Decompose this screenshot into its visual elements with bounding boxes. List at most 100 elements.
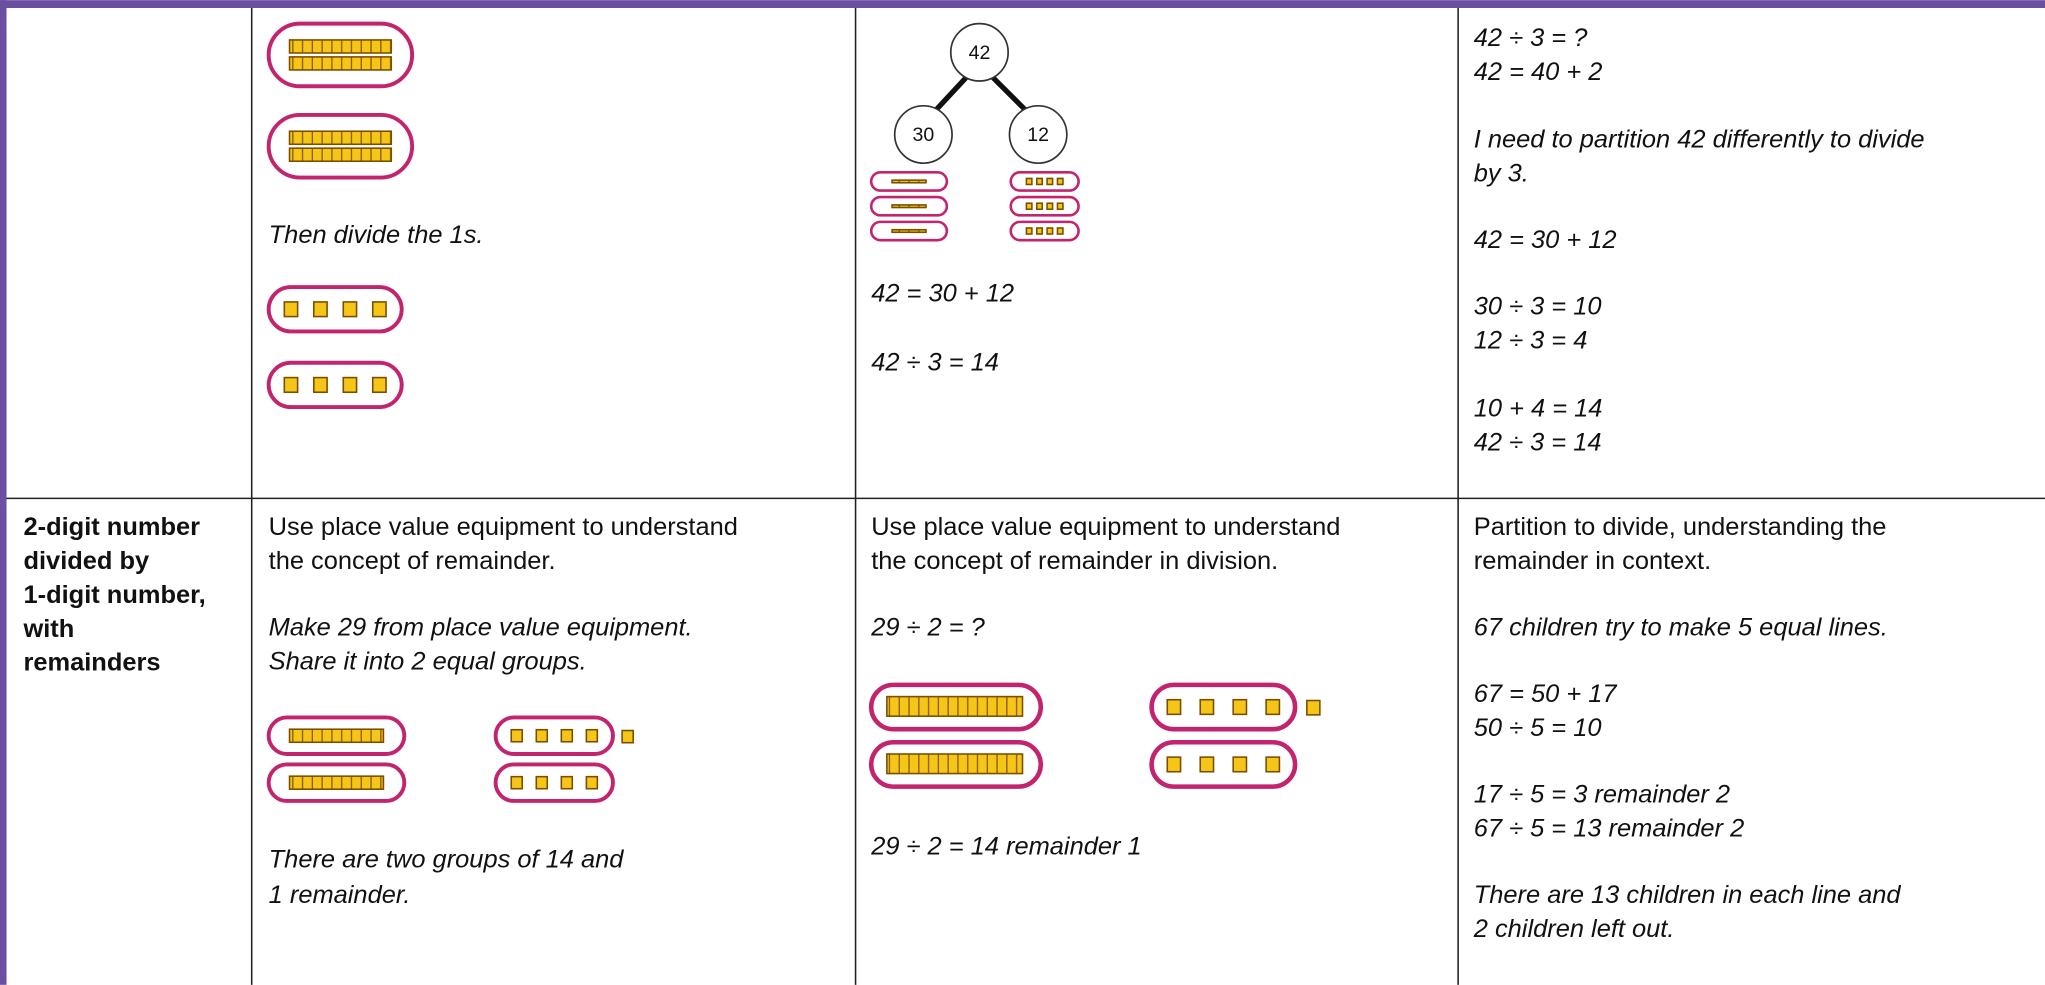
cell-text: I need to partition 42 differently to di… [1474, 126, 1925, 154]
cell-text: Use place value equipment to understand [269, 513, 738, 541]
cell-text: 42 ÷ 3 = ? [1474, 24, 1588, 52]
ones-cube [1025, 177, 1033, 186]
tree-nodes [893, 22, 1068, 165]
group-ring [1009, 171, 1080, 192]
ones-cube [1232, 756, 1248, 773]
group-ring [493, 762, 615, 803]
group-ring [1009, 195, 1080, 217]
ones-cube [585, 728, 599, 743]
cell-text: the concept of remainder. [269, 547, 556, 575]
cell-text: 42 ÷ 3 = 14 [871, 349, 999, 377]
group-ring [266, 360, 404, 410]
cell-text: 2 children left out. [1473, 915, 1675, 943]
group-ring [1009, 220, 1080, 242]
ones-cube [510, 775, 523, 790]
cell-text: There are two groups of 14 and [269, 846, 625, 874]
cell-text: 1 remainder. [269, 881, 411, 909]
cell-text: 10 + 4 = 14 [1474, 394, 1603, 422]
tree-node [1008, 104, 1068, 165]
ones-cube [1025, 227, 1033, 235]
ones-cube [371, 376, 387, 394]
tens-rod [891, 228, 927, 234]
ones-cube [560, 775, 574, 790]
group-ring [266, 285, 404, 334]
cell-text: 17 ÷ 5 = 3 remainder 2 [1474, 780, 1730, 808]
tree-edge [931, 74, 970, 115]
tens-rod [288, 39, 393, 54]
ones-cube [560, 728, 574, 743]
tens-rod [886, 753, 1024, 775]
ones-cube [1166, 698, 1182, 716]
tree-node [893, 104, 953, 165]
ones-cube [1056, 177, 1064, 186]
row-heading: divided by [23, 547, 149, 575]
tree-label: 30 [913, 124, 935, 146]
ones-cube [1025, 202, 1033, 211]
tens-rod [288, 147, 393, 163]
top-border [0, 0, 2045, 8]
tree-lines [931, 73, 1030, 115]
ones-cube [313, 376, 328, 394]
tree-label: 12 [1027, 124, 1049, 146]
row-heading: 1-digit number, [23, 581, 205, 609]
ones-cube [1046, 177, 1054, 186]
ones-cube [313, 301, 328, 318]
tens-rod [288, 775, 385, 790]
group-ring [493, 715, 615, 756]
cell-text: by 3. [1474, 160, 1529, 188]
cell-text: Then divide the 1s. [269, 221, 484, 249]
cell-text: Use place value equipment to understand [871, 513, 1340, 541]
group-ring [1149, 682, 1298, 732]
ones-cube [1035, 227, 1044, 235]
cell-text: Make 29 from place value equipment. [269, 614, 693, 642]
tens-rod [288, 56, 393, 71]
ones-cube [283, 376, 299, 394]
cell-text: There are 13 children in each line and [1474, 881, 1902, 909]
tens-rod [886, 695, 1024, 717]
ones-cube [535, 775, 549, 790]
grid [6, 7, 2045, 985]
cell-text: 29 ÷ 2 = 14 remainder 1 [870, 833, 1141, 861]
cell-text: 67 children try to make 5 equal lines. [1474, 614, 1888, 642]
left-border [0, 0, 7, 985]
cell-text: 42 ÷ 3 = 14 [1474, 428, 1602, 456]
tree-node [949, 22, 1010, 82]
cell-text: 50 ÷ 5 = 10 [1474, 714, 1602, 742]
ones-cube [1265, 698, 1281, 716]
ones-cube [342, 376, 358, 394]
cell-text: Partition to divide, understanding the [1474, 513, 1887, 541]
cell-text: 12 ÷ 3 = 4 [1474, 327, 1588, 355]
group-ring [266, 21, 415, 89]
tens-rod [891, 179, 927, 184]
ones-cube [1232, 698, 1248, 716]
ones-cube [1046, 202, 1054, 211]
ones-cube [1265, 756, 1281, 773]
ones-cube [1056, 202, 1064, 211]
tree-edge [989, 73, 1030, 115]
tens-rod [288, 130, 393, 146]
ones-cube [1046, 227, 1054, 235]
ones-cube [1306, 699, 1321, 716]
ones-cube [1199, 756, 1215, 773]
cell-text: 29 ÷ 2 = ? [870, 614, 985, 642]
row-heading: 2-digit number [23, 513, 200, 541]
ones-cube [585, 775, 599, 790]
cell-text: 30 ÷ 3 = 10 [1474, 293, 1602, 321]
ones-cube [283, 301, 299, 318]
ones-cube [1166, 756, 1182, 773]
cell-text: remainder in context. [1474, 547, 1711, 575]
cell-text: 67 = 50 + 17 [1474, 680, 1618, 708]
tens-rod [288, 728, 385, 744]
cell-text: the concept of remainder in division. [871, 547, 1278, 575]
cell-text: 67 ÷ 5 = 13 remainder 2 [1474, 814, 1744, 842]
row-heading: with [22, 615, 74, 643]
cell-text: 42 = 30 + 12 [1474, 226, 1617, 254]
cell-text: 42 = 40 + 2 [1474, 58, 1603, 86]
group-ring [266, 112, 415, 180]
group-ring [1149, 739, 1298, 789]
ones-cube [535, 728, 549, 743]
ones-cube [1056, 227, 1064, 235]
ones-cube [342, 301, 358, 318]
tree-label: 42 [969, 42, 991, 64]
